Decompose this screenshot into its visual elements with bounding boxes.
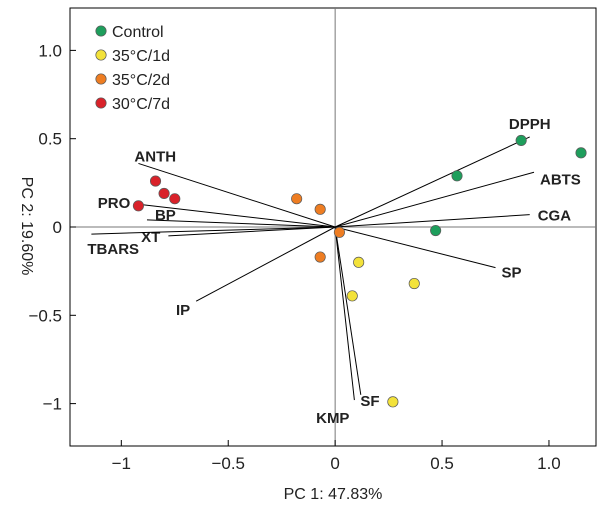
legend-label-0: Control <box>112 24 164 41</box>
loading-line-xt <box>168 226 336 237</box>
score-point-series0-2 <box>451 170 463 182</box>
loading-label-kmp: KMP <box>316 410 349 427</box>
y-tick-label: 0 <box>53 218 62 237</box>
x-tick-label: 0.5 <box>430 454 454 473</box>
loading-line-ip <box>195 226 336 302</box>
loading-line-cga <box>335 214 530 228</box>
score-point-series3-1 <box>158 187 170 199</box>
loading-line-bp <box>146 219 336 228</box>
score-point-series0-0 <box>515 134 527 147</box>
score-point-series2-1 <box>314 203 326 215</box>
loading-line-pro <box>136 203 336 228</box>
legend-label-3: 30°C/7d <box>112 96 170 113</box>
score-point-series2-0 <box>291 193 303 205</box>
legend-label-2: 35°C/2d <box>112 72 170 89</box>
loading-label-ip: IP <box>176 302 190 319</box>
legend-marker-2 <box>95 73 107 85</box>
score-point-series3-2 <box>169 193 181 205</box>
loading-line-anth <box>138 162 336 228</box>
loading-line-kmp <box>334 226 362 395</box>
axis-ticks: −1 −0.5 0 0.5 1.0 1.0 0.5 0 −0.5 −1 <box>28 41 560 473</box>
loading-label-xt: XT <box>141 229 160 246</box>
legend: Control 35°C/1d 35°C/2d 30°C/7d <box>95 24 170 113</box>
loading-line-dpph <box>334 136 530 228</box>
legend-marker-3 <box>95 97 107 109</box>
y-tick-label: 1.0 <box>38 41 62 60</box>
loading-label-anth: ANTH <box>134 148 176 165</box>
loading-label-abts: ABTS <box>540 171 581 188</box>
score-point-series2-3 <box>314 251 326 263</box>
score-point-series3-3 <box>132 200 144 212</box>
loading-line-tbars <box>91 226 336 235</box>
score-point-series3-0 <box>149 175 162 187</box>
loading-line-sp <box>335 226 496 269</box>
y-tick-label: −1 <box>43 395 62 414</box>
x-axis-title: PC 1: 47.83% <box>284 486 383 503</box>
score-point-series2-2 <box>333 226 345 238</box>
score-point-series0-1 <box>575 147 587 159</box>
score-point-series1-2 <box>346 290 358 302</box>
loading-label-sp: SP <box>502 265 522 282</box>
legend-label-1: 35°C/1d <box>112 48 170 65</box>
score-point-series1-0 <box>353 256 365 268</box>
loading-label-tbars: TBARS <box>87 241 139 258</box>
y-axis-title: PC 2: 19.60% <box>18 177 35 276</box>
y-tick-label: 0.5 <box>38 130 62 149</box>
x-tick-label: −0.5 <box>211 454 245 473</box>
loading-label-bp: BP <box>155 207 176 224</box>
loading-label-pro: PRO <box>98 195 131 212</box>
score-point-series1-1 <box>408 277 420 290</box>
legend-marker-1 <box>95 49 107 61</box>
loading-label-cga: CGA <box>538 208 572 225</box>
loading-label-sf: SF <box>360 393 379 410</box>
loading-line-abts <box>335 171 535 228</box>
loading-line-sf <box>334 226 355 401</box>
legend-marker-0 <box>95 25 107 37</box>
score-point-series0-3 <box>430 224 442 237</box>
x-tick-label: −1 <box>112 454 131 473</box>
x-tick-label: 0 <box>330 454 339 473</box>
loading-label-dpph: DPPH <box>509 116 551 133</box>
y-tick-label: −0.5 <box>28 306 62 325</box>
score-point-series1-3 <box>387 396 399 408</box>
x-tick-label: 1.0 <box>537 454 561 473</box>
score-points <box>132 134 587 408</box>
